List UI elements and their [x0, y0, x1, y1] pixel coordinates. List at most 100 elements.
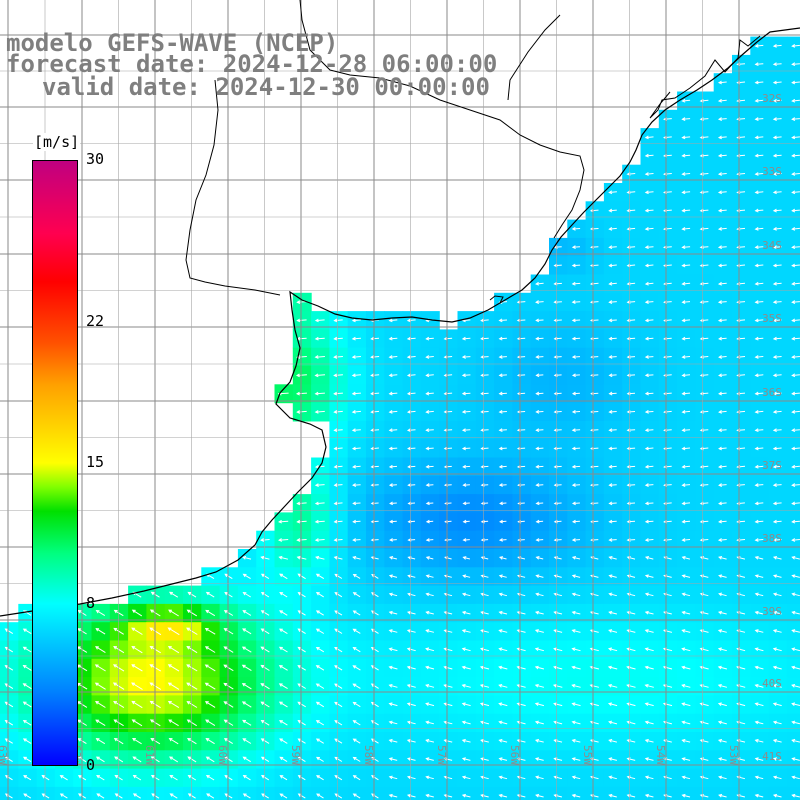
wind-arrow [425, 391, 434, 396]
wind-arrow [352, 556, 361, 560]
wind-arrow [553, 702, 563, 707]
wind-arrow [772, 610, 782, 615]
wind-arrow [772, 757, 782, 761]
wind-arrow [754, 483, 764, 487]
wind-arrow [535, 464, 544, 469]
wind-arrow [461, 610, 471, 615]
wind-arrow [462, 483, 470, 487]
wind-cell [128, 786, 147, 800]
wind-cell [457, 786, 477, 800]
wind-arrow [22, 628, 32, 635]
wind-arrow [425, 464, 434, 469]
wind-arrow [644, 702, 654, 707]
wind-arrow [644, 720, 654, 725]
wind-arrow [112, 682, 125, 690]
wind-arrow [498, 355, 507, 359]
wind-arrow [571, 226, 581, 231]
colorbar-tick-30: 30 [86, 150, 105, 168]
wind-arrow [260, 719, 270, 726]
wind-arrow [187, 774, 197, 781]
wind-arrow [443, 336, 453, 341]
wind-arrow [461, 428, 471, 433]
wind-arrow [480, 610, 489, 615]
wind-arrow [718, 775, 727, 780]
wind-arrow [388, 665, 398, 670]
wind-arrow [406, 793, 416, 798]
coast-line [0, 27, 800, 617]
wind-arrow [132, 774, 142, 781]
wind-arrow [388, 610, 398, 615]
wind-cell [201, 786, 221, 800]
wind-arrow [333, 318, 343, 323]
wind-arrow [389, 501, 397, 506]
wind-arrow [754, 153, 764, 158]
wind-arrow [608, 446, 617, 451]
wind-arrow [571, 684, 581, 688]
wind-arrow [314, 410, 325, 414]
wind-arrow [388, 647, 398, 652]
wind-arrow [772, 519, 782, 524]
wind-arrow [717, 610, 727, 615]
wind-arrow [717, 300, 727, 304]
wind-arrow [681, 190, 691, 195]
wind-arrow [571, 757, 581, 761]
wind-arrow [644, 226, 654, 231]
wind-arrow [406, 629, 416, 633]
wind-arrow [772, 318, 782, 323]
wind-arrow [644, 629, 654, 633]
wind-arrow [681, 556, 691, 560]
wind-arrow [425, 610, 434, 615]
wind-arrow [333, 464, 343, 469]
wind-arrow [370, 464, 379, 469]
wind-arrow [461, 355, 471, 359]
wind-arrow [498, 738, 508, 743]
wind-arrow [388, 629, 398, 633]
wind-arrow [333, 428, 343, 433]
wind-arrow [754, 629, 764, 633]
wind-arrow [388, 428, 398, 433]
wind-arrow [351, 318, 361, 323]
wind-arrow [571, 647, 581, 652]
wind-arrow [754, 757, 764, 761]
wind-arrow [389, 519, 397, 524]
wind-arrow [41, 793, 50, 799]
wind-arrow [498, 757, 508, 761]
wind-arrow [425, 775, 434, 780]
wind-arrow [224, 793, 233, 799]
wind-arrow [261, 793, 269, 799]
wind-arrow [406, 702, 416, 707]
wind-arrow [296, 501, 307, 506]
wind-cell [786, 786, 800, 800]
wind-arrow [681, 226, 691, 231]
wind-arrow [791, 172, 800, 176]
wind-arrow [278, 555, 289, 560]
wind-arrow [772, 409, 782, 414]
wind-arrow [480, 629, 489, 633]
wind-arrow [22, 683, 32, 690]
wind-arrow [498, 665, 508, 670]
wind-arrow [443, 629, 453, 633]
wind-arrow [644, 409, 654, 414]
wind-arrow [754, 556, 764, 560]
wind-arrow [352, 610, 361, 616]
wind-arrow [718, 428, 727, 433]
wind-arrow [480, 336, 489, 341]
lon-label: 63W [0, 745, 9, 765]
wind-arrow [443, 665, 453, 670]
wind-arrow [461, 336, 471, 341]
wind-arrow [608, 373, 617, 378]
wind-arrow [644, 446, 654, 451]
wind-arrow [388, 702, 398, 707]
wind-arrow [479, 684, 490, 688]
wind-arrow [205, 609, 216, 617]
wind-arrow [791, 793, 800, 798]
wind-arrow [314, 318, 325, 323]
wind-arrow [754, 355, 764, 359]
wind-arrow [241, 683, 252, 690]
wind-cell [329, 786, 349, 800]
wind-arrow [754, 501, 764, 506]
wind-arrow [498, 629, 508, 633]
wind-arrow [571, 483, 581, 487]
wind-arrow [443, 355, 453, 359]
wind-arrow [333, 446, 343, 451]
